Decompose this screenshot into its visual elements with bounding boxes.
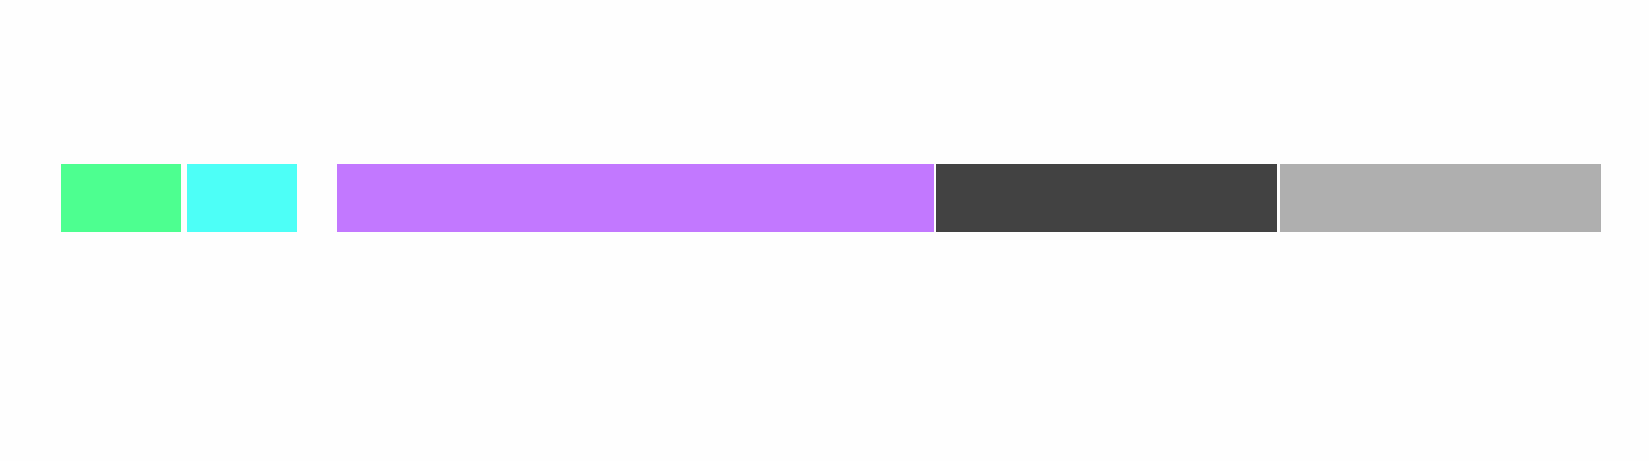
green-block (61, 164, 181, 232)
cyan-block (187, 164, 297, 232)
light-gray-block (1280, 164, 1601, 232)
purple-block (337, 164, 934, 232)
dark-gray-block (936, 164, 1277, 232)
